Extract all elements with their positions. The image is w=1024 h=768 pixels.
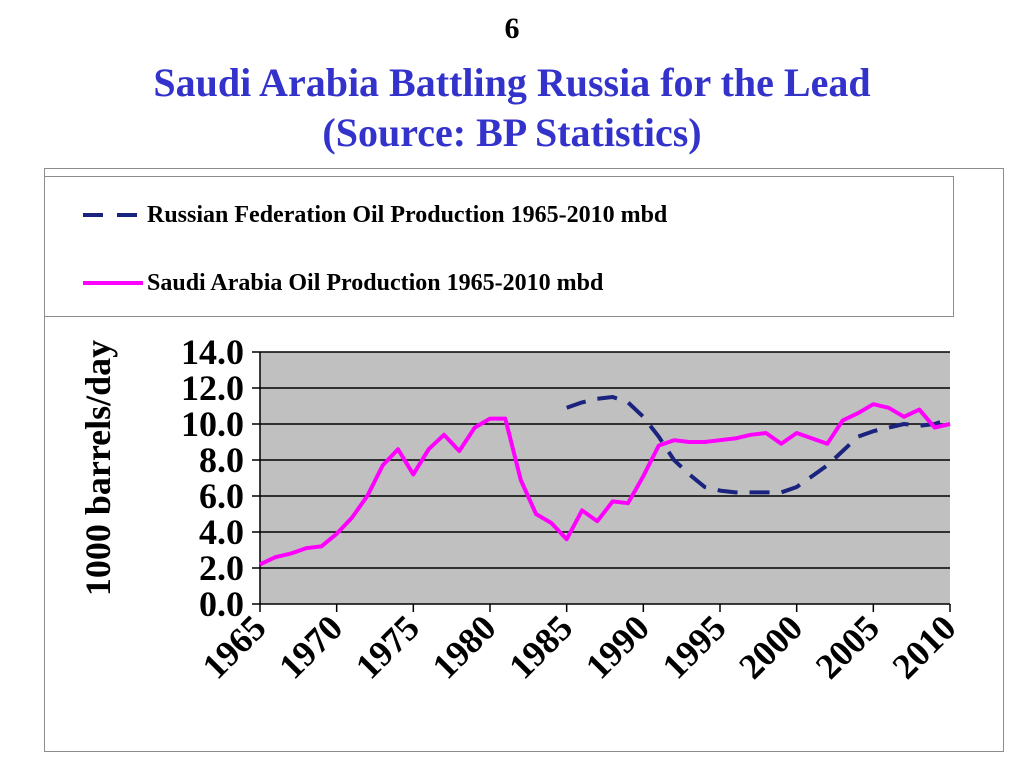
y-tick-label: 0.0: [199, 584, 244, 624]
y-tick-label: 8.0: [199, 440, 244, 480]
title-line-1: Saudi Arabia Battling Russia for the Lea…: [153, 60, 871, 105]
y-tick-label: 10.0: [181, 404, 244, 444]
x-tick-label: 1980: [424, 607, 503, 686]
y-axis-title: 1000 barrels/day: [78, 340, 118, 596]
series-line-1: [259, 402, 951, 567]
legend-label-saudi: Saudi Arabia Oil Production 1965-2010 mb…: [147, 270, 604, 296]
x-tick-label: 2005: [808, 607, 887, 686]
y-tick-labels: 0.02.04.06.08.010.012.014.0: [181, 332, 244, 624]
x-tick-label: 2000: [731, 607, 810, 686]
page-title: Saudi Arabia Battling Russia for the Lea…: [0, 58, 1024, 158]
series-line-0: [566, 395, 951, 495]
series-layer: [259, 395, 951, 567]
x-tick-label: 1995: [654, 607, 733, 686]
title-line-2: (Source: BP Statistics): [322, 110, 702, 155]
y-tick-label: 2.0: [199, 548, 244, 588]
axes: [259, 352, 951, 612]
legend-swatch-russia: [83, 213, 143, 217]
x-tick-label: 1985: [501, 607, 580, 686]
x-tick-label: 1970: [271, 607, 350, 686]
legend-label-russia: Russian Federation Oil Production 1965-2…: [147, 202, 668, 228]
slide-number: 6: [504, 12, 520, 45]
legend-swatch-saudi: [83, 281, 143, 285]
y-tick-label: 6.0: [199, 476, 244, 516]
x-tick-label: 1990: [578, 607, 657, 686]
x-tick-label: 2010: [884, 607, 963, 686]
y-tick-label: 4.0: [199, 512, 244, 552]
plot-area: [260, 352, 950, 604]
y-tick-label: 12.0: [181, 368, 244, 408]
grid-lines: [252, 351, 950, 605]
chart-legend: Russian Federation Oil Production 1965-2…: [44, 176, 954, 317]
x-tick-label: 1975: [348, 607, 427, 686]
y-tick-label: 14.0: [181, 332, 244, 372]
